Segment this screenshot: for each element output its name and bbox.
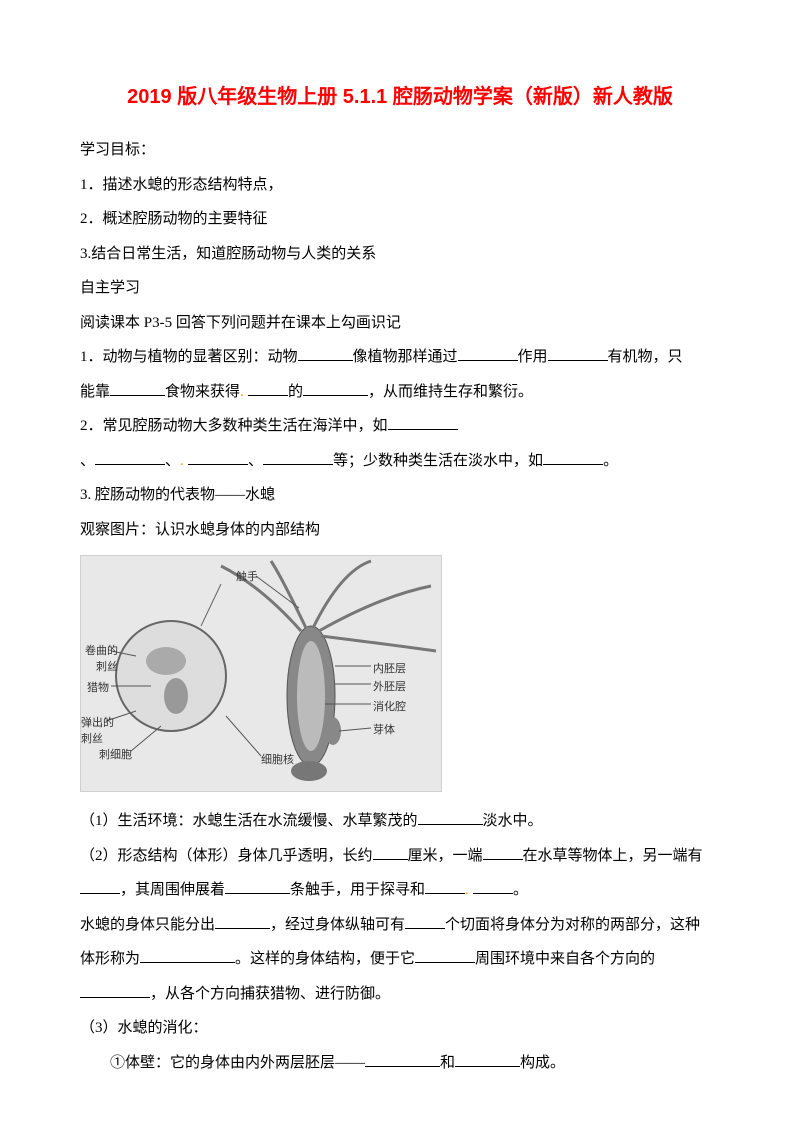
text: （2）形态结构（体形）身体几乎透明，长约	[80, 848, 373, 864]
text: 能靠	[80, 384, 110, 400]
text: ①体壁：它的身体由内外两层胚层——	[110, 1055, 365, 1071]
text-line: 1．描述水螅的形态结构特点，	[80, 168, 720, 203]
label-endoderm: 内胚层	[373, 660, 406, 676]
blank	[455, 1051, 520, 1067]
text-line: （3）水螅的消化：	[80, 1011, 720, 1046]
text-line: 水螅的身体只能分出 ，经过身体纵轴可有 个切面将身体分为对称的两部分，这种	[80, 908, 720, 943]
text-line: ，其周围伸展着 条触手，用于探寻和. 。	[80, 873, 720, 908]
text: 和	[440, 1055, 455, 1071]
text: 。	[603, 453, 618, 469]
label-bud: 芽体	[373, 721, 395, 737]
text: 个切面将身体分为对称的两部分，这种	[445, 917, 700, 933]
blank	[248, 380, 288, 396]
text: 水螅的身体只能分出	[80, 917, 215, 933]
text: 淡水中。	[483, 813, 543, 829]
document-title: 2019 版八年级生物上册 5.1.1 腔肠动物学案（新版）新人教版	[80, 80, 720, 109]
blank	[298, 345, 353, 361]
text: 、	[248, 453, 263, 469]
blank	[388, 414, 458, 430]
label-prey: 猎物	[87, 679, 109, 695]
text: 。	[513, 882, 528, 898]
text: 、	[80, 453, 95, 469]
marker-icon: .	[465, 873, 473, 908]
text: ，从而维持生存和繁衍。	[368, 384, 533, 400]
text-line: 1．动物与植物的显著区别：动物 像植物那样通过 作用 有机物，只	[80, 340, 720, 375]
text-line: 体形称为 。这样的身体结构，便于它 周围环境中来自各个方向的	[80, 942, 720, 977]
text-line: 自主学习	[80, 271, 720, 306]
text: 体形称为	[80, 951, 140, 967]
hydra-diagram: 触手 卷曲的刺丝 猎物 弹出的刺丝 刺细胞 细胞核 内胚层 外胚层 消化腔 芽体	[80, 555, 442, 792]
text: 。这样的身体结构，便于它	[235, 951, 415, 967]
text: 周围环境中来自各个方向的	[475, 951, 655, 967]
text: ，经过身体纵轴可有	[270, 917, 405, 933]
text: 有机物，只	[608, 349, 683, 365]
blank	[373, 844, 408, 860]
marker-icon: .	[180, 444, 188, 479]
blank	[425, 878, 465, 894]
text: ，从各个方向捕获猎物、进行防御。	[150, 986, 390, 1002]
blank	[188, 449, 248, 465]
label-tentacle: 触手	[236, 568, 258, 584]
blank	[365, 1051, 440, 1067]
text: 在水草等物体上，另一端有	[523, 848, 703, 864]
blank	[110, 380, 165, 396]
blank	[140, 947, 235, 963]
text: 构成。	[520, 1055, 565, 1071]
blank	[225, 878, 290, 894]
text: 、	[165, 453, 180, 469]
text-line: 、、.、等；少数种类生活在淡水中，如。	[80, 444, 720, 479]
blank	[418, 809, 483, 825]
blank	[215, 913, 270, 929]
text: 像植物那样通过	[353, 349, 458, 365]
text: ，其周围伸展着	[120, 882, 225, 898]
blank	[80, 982, 150, 998]
text: 1．动物与植物的显著区别：动物	[80, 349, 298, 365]
blank	[458, 345, 518, 361]
label-ectoderm: 外胚层	[373, 678, 406, 694]
text-line: 2．常见腔肠动物大多数种类生活在海洋中，如	[80, 409, 720, 444]
text: 作用	[518, 349, 548, 365]
text-line: ①体壁：它的身体由内外两层胚层—— 和 构成。	[80, 1046, 720, 1081]
text: 等；少数种类生活在淡水中，如	[333, 453, 543, 469]
blank	[415, 947, 475, 963]
blank	[473, 878, 513, 894]
blank	[483, 844, 523, 860]
text-line: 阅读课本 P3-5 回答下列问题并在课本上勾画识记	[80, 306, 720, 341]
text: 厘米，一端	[408, 848, 483, 864]
blank	[95, 449, 165, 465]
text-line: 观察图片：认识水螅身体的内部结构	[80, 513, 720, 548]
text-line: （2）形态结构（体形）身体几乎透明，长约 厘米，一端 在水草等物体上，另一端有	[80, 839, 720, 874]
text: 2．常见腔肠动物大多数种类生活在海洋中，如	[80, 418, 388, 434]
text: 条触手，用于探寻和	[290, 882, 425, 898]
text-line: 学习目标：	[80, 133, 720, 168]
label-cnidocyte: 刺细胞	[99, 746, 132, 762]
blank	[263, 449, 333, 465]
blank	[548, 345, 608, 361]
text-line: 3.结合日常生活，知道腔肠动物与人类的关系	[80, 237, 720, 272]
label-ejected-thread: 弹出的刺丝	[81, 714, 116, 746]
text: 食物来获得	[165, 384, 240, 400]
marker-icon: .	[240, 375, 248, 410]
blank	[405, 913, 445, 929]
label-nucleus: 细胞核	[261, 751, 294, 767]
text: （1）生活环境：水螅生活在水流缓慢、水草繁茂的	[80, 813, 418, 829]
text-line: 能靠 食物来获得. 的 ，从而维持生存和繁衍。	[80, 375, 720, 410]
text-line: ，从各个方向捕获猎物、进行防御。	[80, 977, 720, 1012]
text-line: 2．概述腔肠动物的主要特征	[80, 202, 720, 237]
text: 的	[288, 384, 303, 400]
text-line: （1）生活环境：水螅生活在水流缓慢、水草繁茂的 淡水中。	[80, 804, 720, 839]
blank	[303, 380, 368, 396]
text-line: 3. 腔肠动物的代表物——水螅	[80, 478, 720, 513]
blank	[80, 878, 120, 894]
label-coiled-thread: 卷曲的刺丝	[83, 642, 118, 674]
blank	[543, 449, 603, 465]
label-gastrocoel: 消化腔	[373, 698, 406, 714]
